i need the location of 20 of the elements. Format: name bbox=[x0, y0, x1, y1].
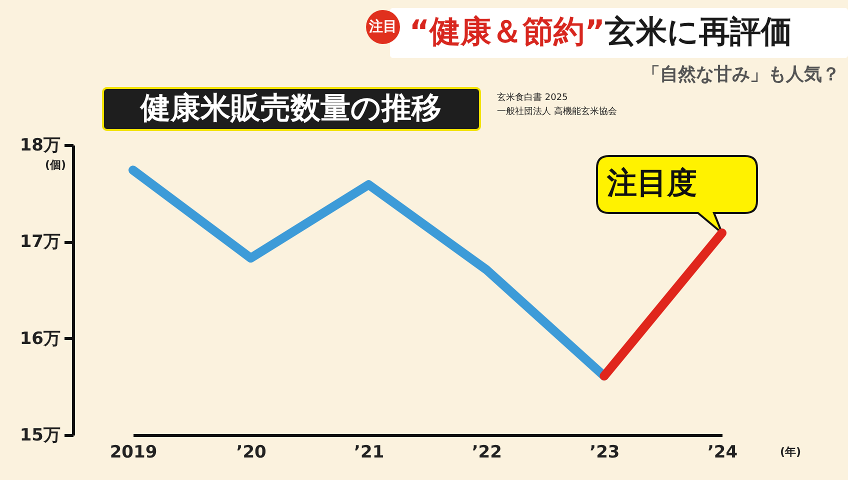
chart-subtitle: 「自然な甘み」も人気？ bbox=[642, 64, 840, 85]
x-tick-label: ’21 bbox=[354, 442, 384, 462]
x-axis-title: (年) bbox=[780, 446, 802, 458]
y-tick-label: 15万 bbox=[20, 426, 60, 446]
y-axis-title: (個) bbox=[44, 158, 66, 172]
text: 玄米に再評価 bbox=[604, 14, 792, 50]
x-tick-label: ’22 bbox=[472, 442, 502, 462]
y-tick-label: 16万 bbox=[20, 328, 60, 349]
annotation: 注目度 bbox=[606, 166, 697, 201]
y-tick-label: 17万 bbox=[20, 232, 60, 252]
text: “健康＆節約” bbox=[409, 14, 605, 50]
x-tick-label: 2019 bbox=[110, 442, 158, 462]
chart-title: 健康米販売数量の推移 bbox=[140, 91, 442, 126]
text: 玄米食白書 2025 bbox=[497, 92, 568, 103]
x-tick-label: ’20 bbox=[236, 442, 267, 462]
x-tick-label: ’24 bbox=[707, 442, 738, 462]
y-tick-label: 18万 bbox=[20, 136, 60, 156]
text: 注目 bbox=[368, 18, 397, 35]
text: 一般社団法人 高機能玄米協会 bbox=[497, 106, 617, 117]
x-tick-label: ’23 bbox=[590, 442, 620, 462]
